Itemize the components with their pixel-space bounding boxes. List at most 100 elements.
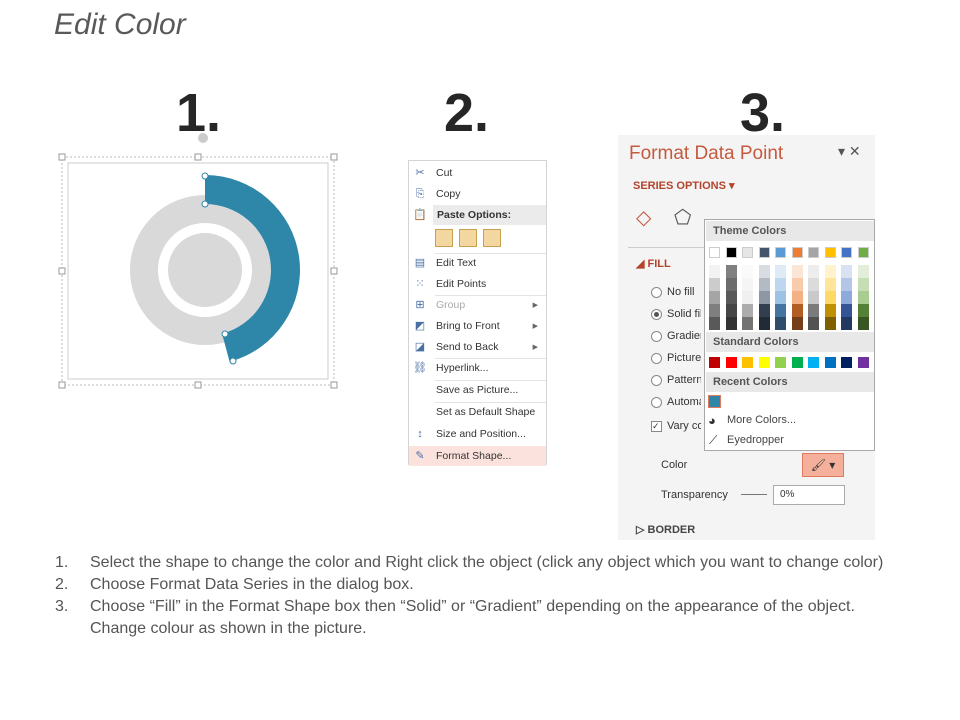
theme-shade-swatch[interactable] <box>824 278 836 291</box>
theme-shade-swatch[interactable] <box>857 304 869 317</box>
standard-color-swatch[interactable] <box>841 357 852 368</box>
fill-option-radio[interactable]: Solid fill <box>651 308 703 320</box>
panel-options-icon[interactable]: ▾ ✕ <box>838 143 861 159</box>
theme-color-swatch[interactable] <box>857 247 869 258</box>
theme-shade-swatch[interactable] <box>709 317 720 330</box>
standard-color-swatch[interactable] <box>824 357 836 368</box>
vary-colors-checkbox[interactable]: ✓ Vary colors by point <box>651 420 703 432</box>
theme-shade-swatch[interactable] <box>725 278 737 291</box>
theme-color-swatch[interactable] <box>758 247 770 258</box>
menu-item-bring-to-front[interactable]: ◩ Bring to Front ▶ <box>409 316 546 336</box>
fill-option-radio[interactable]: Gradient fill <box>651 330 703 342</box>
theme-shade-swatch[interactable] <box>791 317 803 330</box>
theme-color-swatch[interactable] <box>742 247 753 258</box>
menu-item-edit-text[interactable]: ▤ Edit Text <box>409 253 546 273</box>
menu-item-group[interactable]: ⊞ Group ▶ <box>409 295 546 315</box>
standard-color-swatch[interactable] <box>742 357 753 368</box>
theme-shade-swatch[interactable] <box>791 291 803 304</box>
transparency-slider[interactable] <box>741 494 767 495</box>
theme-shade-swatch[interactable] <box>742 304 753 317</box>
paste-picture-icon[interactable] <box>483 229 501 247</box>
theme-shade-swatch[interactable] <box>857 265 869 278</box>
theme-shade-swatch[interactable] <box>725 317 737 330</box>
theme-color-swatch[interactable] <box>725 247 737 258</box>
theme-shade-swatch[interactable] <box>758 291 770 304</box>
theme-shade-swatch[interactable] <box>841 278 852 291</box>
border-section-header[interactable]: ▷ BORDER <box>636 524 696 536</box>
theme-shade-swatch[interactable] <box>808 278 819 291</box>
standard-color-swatch[interactable] <box>808 357 819 368</box>
theme-shade-swatch[interactable] <box>709 291 720 304</box>
theme-shade-swatch[interactable] <box>775 265 786 278</box>
theme-color-swatch[interactable] <box>808 247 819 258</box>
theme-shade-swatch[interactable] <box>841 304 852 317</box>
fill-option-radio[interactable]: Pattern fill <box>651 374 703 386</box>
theme-shade-swatch[interactable] <box>791 265 803 278</box>
theme-color-swatch[interactable] <box>791 247 803 258</box>
theme-shade-swatch[interactable] <box>824 304 836 317</box>
menu-item-save-as-picture[interactable]: Save as Picture... <box>409 380 546 400</box>
theme-shade-swatch[interactable] <box>742 291 753 304</box>
fill-option-radio[interactable]: No fill <box>651 286 703 298</box>
theme-shade-swatch[interactable] <box>758 304 770 317</box>
theme-shade-swatch[interactable] <box>824 265 836 278</box>
transparency-input[interactable]: 0% <box>773 485 845 505</box>
effects-tab-icon[interactable]: ⬠ <box>674 207 692 229</box>
recent-color-swatch[interactable] <box>708 395 721 408</box>
menu-item-cut[interactable]: ✂ Cut <box>409 163 546 183</box>
theme-shade-swatch[interactable] <box>824 317 836 330</box>
theme-shade-swatch[interactable] <box>808 265 819 278</box>
rotate-handle[interactable] <box>198 133 208 143</box>
menu-item-size-and-position[interactable]: ↕ Size and Position... <box>409 424 546 444</box>
fill-option-radio[interactable]: Automatic <box>651 396 703 408</box>
theme-shade-swatch[interactable] <box>742 265 753 278</box>
menu-item-send-to-back[interactable]: ◪ Send to Back ▶ <box>409 337 546 357</box>
theme-color-swatch[interactable] <box>775 247 786 258</box>
theme-shade-swatch[interactable] <box>758 317 770 330</box>
paste-merge-icon[interactable] <box>459 229 477 247</box>
theme-shade-swatch[interactable] <box>775 304 786 317</box>
menu-item-hyperlink[interactable]: ⛓ Hyperlink... <box>409 358 546 378</box>
standard-color-swatch[interactable] <box>775 357 786 368</box>
fill-line-tab-icon[interactable]: ◇ <box>636 207 652 229</box>
theme-shade-swatch[interactable] <box>725 304 737 317</box>
theme-color-swatch[interactable] <box>824 247 836 258</box>
fill-section-header[interactable]: ◢ FILL <box>636 258 671 270</box>
standard-color-swatch[interactable] <box>758 357 770 368</box>
menu-item-copy[interactable]: ⎘ Copy <box>409 184 546 204</box>
theme-shade-swatch[interactable] <box>775 317 786 330</box>
standard-color-swatch[interactable] <box>857 357 869 368</box>
theme-shade-swatch[interactable] <box>808 304 819 317</box>
theme-shade-swatch[interactable] <box>725 265 737 278</box>
menu-item-set-as-default-shape[interactable]: Set as Default Shape <box>409 402 546 422</box>
theme-shade-swatch[interactable] <box>857 291 869 304</box>
donut-selected-segment[interactable] <box>205 175 301 362</box>
eyedropper-item[interactable]: Eyedropper <box>727 434 784 446</box>
theme-shade-swatch[interactable] <box>808 317 819 330</box>
theme-shade-swatch[interactable] <box>742 317 753 330</box>
theme-shade-swatch[interactable] <box>742 278 753 291</box>
color-dropdown-button[interactable]: 🖌 ▾ <box>802 453 844 477</box>
theme-color-swatch[interactable] <box>709 247 720 258</box>
theme-shade-swatch[interactable] <box>857 278 869 291</box>
theme-shade-swatch[interactable] <box>824 291 836 304</box>
theme-shade-swatch[interactable] <box>791 278 803 291</box>
theme-shade-swatch[interactable] <box>808 291 819 304</box>
theme-shade-swatch[interactable] <box>775 278 786 291</box>
donut-chart[interactable] <box>55 128 345 393</box>
theme-shade-swatch[interactable] <box>841 265 852 278</box>
theme-shade-swatch[interactable] <box>775 291 786 304</box>
theme-shade-swatch[interactable] <box>791 304 803 317</box>
resize-handles[interactable] <box>58 153 338 389</box>
standard-color-swatch[interactable] <box>725 357 737 368</box>
theme-shade-swatch[interactable] <box>725 291 737 304</box>
theme-shade-swatch[interactable] <box>758 278 770 291</box>
paste-keep-formatting-icon[interactable] <box>435 229 453 247</box>
theme-shade-swatch[interactable] <box>841 291 852 304</box>
menu-item-edit-points[interactable]: ⁙ Edit Points <box>409 274 546 294</box>
theme-shade-swatch[interactable] <box>709 265 720 278</box>
menu-item-format-shape[interactable]: ✎ Format Shape... <box>409 446 546 466</box>
theme-color-swatch[interactable] <box>841 247 852 258</box>
theme-shade-swatch[interactable] <box>758 265 770 278</box>
theme-shade-swatch[interactable] <box>841 317 852 330</box>
